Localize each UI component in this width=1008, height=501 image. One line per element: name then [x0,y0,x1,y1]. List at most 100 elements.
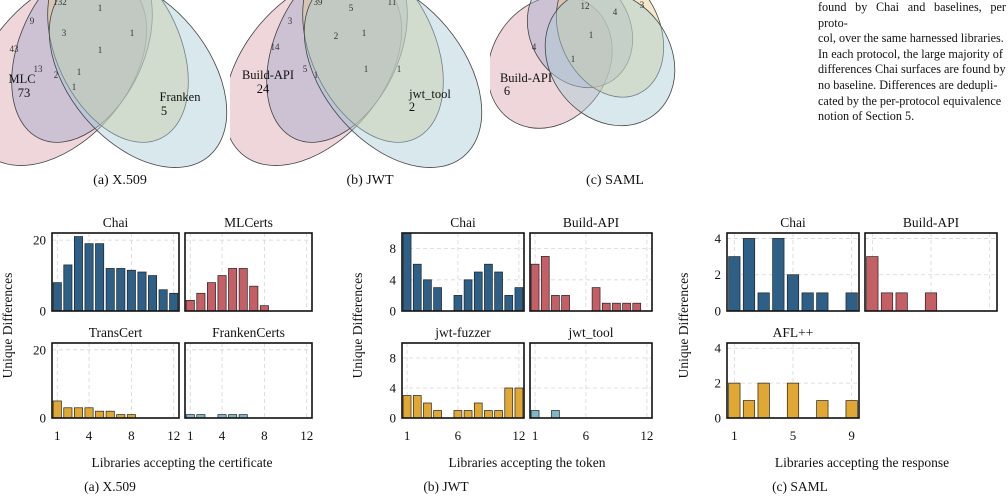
bar [95,410,105,419]
bar [433,410,442,419]
venn-set-ellipse [555,0,665,98]
venn-set-label: Build-API [242,68,294,82]
x-tick-label: 1 [731,428,738,443]
venn-region-count: 4 [613,7,618,17]
venn-caption-saml: (c) SAML [586,173,644,188]
panel-frame [529,232,653,312]
bar [84,407,94,419]
venn-region-count: 1 [314,70,319,80]
bar [845,400,858,419]
y-tick-label: 0 [715,411,722,426]
venn-set-ellipse [0,0,148,166]
bar [728,256,741,312]
x-tick-label: 5 [790,428,797,443]
y-tick-label: 4 [390,381,397,396]
x-axis-label: Libraries accepting the certificate [91,455,272,470]
bar [816,400,829,419]
bar [816,292,829,312]
venn-region-count: 2 [54,70,59,80]
bar [453,410,463,419]
venn-set-label: jwt_tool [408,87,451,101]
venn-set-label: Build-API [500,71,552,85]
y-tick-label: 8 [390,351,397,366]
bar [530,410,540,419]
bar [757,382,770,419]
venn-region-count: 1 [72,82,77,92]
bar [453,295,463,312]
venn-region-count: 14 [271,42,281,52]
venn-region-count: 4 [532,42,537,52]
bar [73,407,83,419]
side-caption-line: col, over the same harnessed libraries. [818,31,1004,46]
bar [196,292,206,312]
panel-title: MLCerts [224,215,273,230]
panel-frame [726,342,860,419]
panel-frame [529,342,653,419]
bar [185,300,195,312]
bar [786,274,800,312]
bar [880,292,894,312]
bar [551,295,560,312]
bar [561,295,570,312]
bar [217,275,227,312]
y-tick-label: 0 [390,304,397,319]
panel-title: Chai [450,215,476,230]
bar [412,395,422,419]
bar [95,243,105,312]
venn-region-count: 5 [349,3,354,13]
venn-region-count: 12 [581,1,590,11]
bar [622,302,631,312]
bar [845,292,858,312]
panel-title: TransCert [89,325,143,340]
x-tick-label: 8 [128,428,135,443]
y-tick-label: 8 [390,241,397,256]
y-tick-label: 0 [40,304,47,319]
venn-region-count: 1 [98,3,103,13]
side-caption-line: found by Chai and baselines, per proto- [818,0,1006,30]
y-tick-label: 20 [33,233,46,248]
panel-frame [401,232,525,312]
venn-set-label: MLC [8,72,35,86]
bar [530,263,540,312]
panel-frame [864,232,998,312]
bar [494,410,503,419]
x-axis-label: Libraries accepting the response [775,455,949,470]
figure-caption: (c) SAML [772,479,828,494]
panel-title: AFL++ [773,325,814,340]
bar [105,410,115,419]
venn-caption-jwt: (b) JWT [346,173,394,188]
venn-caption-x509: (a) X.509 [93,173,147,188]
bar [772,238,785,312]
venn-set-ellipse [544,0,676,127]
side-caption-line: notion of Section 5. [818,109,915,124]
side-caption-line: In each protocol, the large majority of [818,46,1003,61]
x-axis-label: Libraries accepting the token [448,455,605,470]
venn-region-count: 3 [640,0,645,10]
side-caption-line: cated by the per-protocol equivalence [818,93,1002,108]
bar [757,292,770,312]
venn-region-count: 1 [364,64,369,74]
bar [924,292,938,312]
venn-set-ellipse [303,0,483,168]
venn-set-ellipse [48,0,228,168]
figure-caption: (a) X.509 [84,479,136,494]
bar [484,263,493,312]
venn-region-count: 1 [571,54,576,64]
bar [249,285,259,312]
bar [105,268,115,312]
y-axis-label: Unique Differences [350,273,365,379]
y-axis-label: Unique Differences [0,273,15,379]
bar [84,243,94,312]
y-tick-label: 2 [715,376,722,391]
x-tick-label: 1 [404,428,411,443]
venn-set-ellipse [526,0,634,89]
venn-region-count: 2 [334,31,339,41]
bar [63,264,73,312]
bar [433,287,442,312]
figure-caption: (b) JWT [423,479,469,494]
venn-x509: 132 1 9 3 1 43 1 13 2 1 1 MLC 73 Franken… [0,0,228,168]
bar [463,279,473,312]
venn-saml: 12 4 3 4 1 1 Build-API 6 [490,0,676,129]
bar [473,402,483,419]
